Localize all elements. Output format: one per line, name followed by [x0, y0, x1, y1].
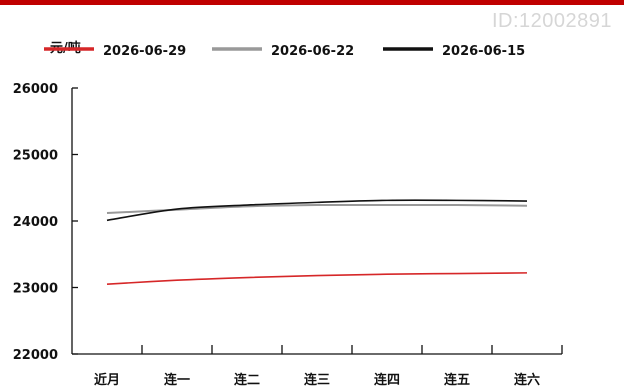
watermark: ID:12002891: [491, 10, 612, 32]
y-tick-label-25000: 25000: [13, 149, 58, 164]
y-tick-label-24000: 24000: [13, 215, 58, 230]
x-tick-label-6: 连六: [514, 372, 540, 388]
series-group: [106, 199, 528, 285]
series-line-2026-06-29: [106, 272, 528, 285]
y-tick-label-26000: 26000: [13, 82, 58, 97]
series-line-2026-06-22: [106, 203, 528, 215]
legend-label-2026-06-15: 2026-06-15: [442, 44, 525, 59]
legend-label-2026-06-22: 2026-06-22: [271, 44, 354, 59]
series-line-2026-06-15: [106, 199, 528, 222]
axes: 22000 23000 24000 25000 26000 近月 连一 连二 连三 连四 连五 连六: [13, 82, 563, 388]
x-tick-label-2: 连二: [234, 372, 260, 388]
x-tick-label-5: 连五: [444, 372, 470, 388]
legend: 2026-06-29 2026-06-22 2026-06-15: [44, 44, 525, 59]
legend-label-2026-06-29: 2026-06-29: [103, 44, 186, 59]
top-accent-bar: [0, 0, 624, 5]
x-tick-label-3: 连三: [304, 372, 330, 388]
x-tick-label-4: 连四: [374, 372, 400, 388]
y-tick-label-22000: 22000: [13, 348, 58, 363]
y-tick-label-23000: 23000: [13, 282, 58, 297]
x-tick-label-1: 连一: [164, 372, 190, 388]
x-tick-label-0: 近月: [94, 372, 120, 388]
